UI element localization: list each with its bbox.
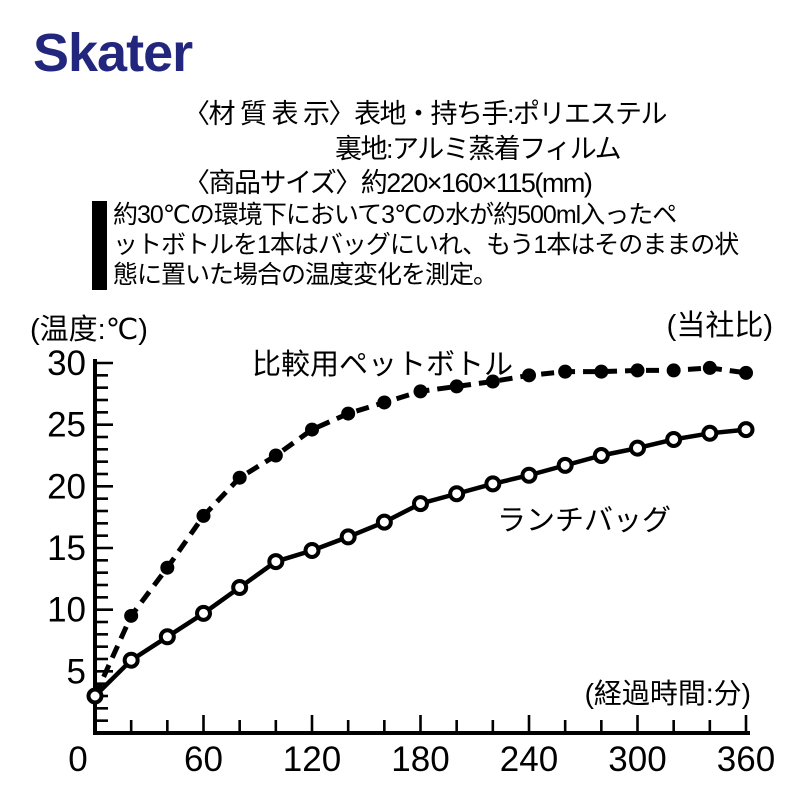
filled-dot-marker bbox=[449, 379, 464, 394]
series-line bbox=[93, 427, 747, 698]
material-spec-line: 〈材 質 表 示〉表地・持ち手:ポリエステル bbox=[183, 99, 668, 129]
y-tick-label: 25 bbox=[47, 406, 86, 445]
x-tick-label: 300 bbox=[608, 740, 666, 779]
y-tick-label: 20 bbox=[47, 467, 86, 506]
filled-dot-marker bbox=[702, 360, 717, 375]
filled-dot-marker bbox=[232, 470, 247, 485]
open-circle-marker bbox=[158, 628, 176, 646]
filled-dot-marker bbox=[666, 363, 681, 378]
description-line: 約30℃の環境下において3℃の水が約500ml入ったペ bbox=[113, 201, 677, 229]
y-tick-label: 15 bbox=[47, 529, 86, 568]
description-line: 態に置いた場合の温度変化を測定。 bbox=[113, 261, 498, 289]
open-circle-marker bbox=[339, 528, 357, 546]
open-circle-marker bbox=[520, 466, 538, 484]
open-circle-marker bbox=[484, 475, 502, 493]
open-circle-marker bbox=[231, 578, 249, 596]
material-spec-line-2: 裏地:アルミ蒸着フィルム bbox=[335, 134, 622, 164]
series-0-pet-bottle bbox=[92, 360, 753, 698]
series-label-1: ランチバッグ bbox=[497, 504, 671, 537]
open-circle-marker bbox=[122, 651, 140, 669]
filled-dot-marker bbox=[522, 368, 536, 383]
product-size-line: 〈商品サイズ〉約220×160×115(mm) bbox=[183, 168, 593, 198]
open-circle-marker bbox=[412, 495, 429, 513]
open-circle-marker bbox=[629, 439, 646, 457]
open-circle-marker bbox=[86, 687, 104, 705]
open-circle-marker bbox=[195, 604, 212, 622]
x-tick-label: 60 bbox=[184, 740, 223, 779]
y-tick-label: 5 bbox=[67, 652, 86, 691]
series-label-0: 比較用ペットボトル bbox=[252, 348, 513, 381]
filled-dot-marker bbox=[305, 422, 319, 437]
open-circle-marker bbox=[665, 430, 683, 448]
open-circle-marker bbox=[267, 553, 285, 571]
y-tick-label: 30 bbox=[47, 344, 86, 383]
filled-dot-marker bbox=[413, 384, 428, 399]
filled-dot-marker bbox=[377, 395, 392, 410]
filled-dot-marker bbox=[739, 365, 753, 380]
open-circle-marker bbox=[701, 424, 719, 442]
filled-dot-marker bbox=[485, 374, 500, 389]
x-tick-label: 360 bbox=[717, 740, 775, 779]
open-circle-marker bbox=[592, 447, 610, 464]
filled-dot-marker bbox=[196, 508, 211, 523]
open-circle-marker bbox=[556, 456, 574, 474]
skater-logo: Skater bbox=[33, 23, 193, 83]
open-circle-marker bbox=[303, 541, 321, 559]
filled-dot-marker bbox=[124, 608, 139, 623]
filled-dot-marker bbox=[558, 364, 573, 379]
x-tick-label: 120 bbox=[283, 740, 341, 779]
temperature-chart: 5 10 15 20 25 30 0 60 120 180 240 300 360 (温度:℃) (当社比)… bbox=[0, 295, 800, 800]
x-tick-label: 180 bbox=[391, 740, 449, 779]
open-circle-marker bbox=[448, 485, 466, 503]
open-circle-marker bbox=[737, 421, 755, 439]
x-tick-label: 240 bbox=[500, 740, 558, 779]
x-axis-caption: (経過時間:分) bbox=[585, 678, 751, 709]
description-accent-bar bbox=[92, 201, 107, 290]
y-tick-label: 10 bbox=[47, 591, 86, 630]
filled-dot-marker bbox=[268, 448, 283, 463]
series-1-lunch-bag bbox=[86, 421, 755, 705]
filled-dot-marker bbox=[594, 364, 609, 379]
filled-dot-marker bbox=[341, 406, 356, 421]
filled-dot-marker bbox=[630, 363, 645, 378]
company-comparison-note: (当社比) bbox=[667, 309, 773, 342]
measurement-description: 約30℃の環境下において3℃の水が約500ml入ったペ ットボトルを1本はバッグ… bbox=[113, 200, 773, 290]
open-circle-marker bbox=[375, 513, 393, 531]
x-tick-label: 0 bbox=[68, 740, 87, 779]
filled-dot-marker bbox=[160, 560, 175, 575]
y-axis-caption: (温度:℃) bbox=[30, 313, 148, 346]
description-line: ットボトルを1本はバッグにいれ、もう1本はそのままの状 bbox=[113, 231, 739, 259]
